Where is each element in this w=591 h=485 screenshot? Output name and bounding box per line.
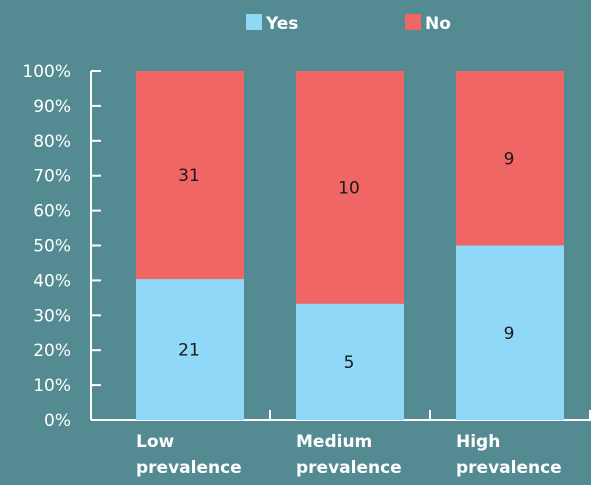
- legend-swatch-no: [405, 14, 421, 30]
- bar-no: [456, 71, 564, 246]
- y-tick-label: 60%: [33, 202, 71, 222]
- x-category-label: prevalence: [296, 458, 402, 478]
- data-label-no: 31: [178, 166, 200, 186]
- y-tick-label: 80%: [33, 132, 71, 152]
- y-tick-label: 70%: [33, 167, 71, 187]
- y-tick-label: 0%: [44, 411, 71, 431]
- y-axis: 0% 10% 20% 30% 40% 50% 60% 70% 80% 90% 100%: [22, 62, 101, 431]
- y-tick-label: 100%: [22, 62, 71, 82]
- x-category-label: Low: [136, 432, 175, 452]
- legend-swatch-yes: [246, 14, 262, 30]
- legend-label-no: No: [425, 14, 451, 34]
- data-label-yes: 5: [344, 353, 355, 373]
- bar-group: [136, 71, 564, 420]
- y-tick-label: 50%: [33, 237, 71, 257]
- chart-legend: Yes No: [246, 14, 451, 34]
- y-tick-label: 30%: [33, 306, 71, 326]
- bar-no: [136, 71, 244, 280]
- bar-yes: [136, 279, 244, 420]
- y-tick-label: 40%: [33, 271, 71, 291]
- y-tick-label: 20%: [33, 341, 71, 361]
- bar-yes: [296, 303, 404, 420]
- x-category-label: prevalence: [136, 458, 242, 478]
- data-label-no: 9: [504, 149, 515, 169]
- data-label-no: 10: [338, 178, 360, 198]
- y-tick-label: 90%: [33, 97, 71, 117]
- x-axis: Low prevalence Medium prevalence High prevale…: [91, 410, 591, 478]
- data-label-yes: 21: [178, 341, 200, 361]
- data-labels: 21 31 5 10 9 9: [178, 149, 514, 373]
- y-tick-label: 10%: [33, 376, 71, 396]
- bar-no: [296, 71, 404, 304]
- x-category-label: High: [456, 432, 500, 452]
- bar-yes: [456, 245, 564, 420]
- legend-label-yes: Yes: [265, 14, 298, 34]
- x-category-label: prevalence: [456, 458, 562, 478]
- x-category-label: Medium: [296, 432, 372, 452]
- data-label-yes: 9: [504, 324, 515, 344]
